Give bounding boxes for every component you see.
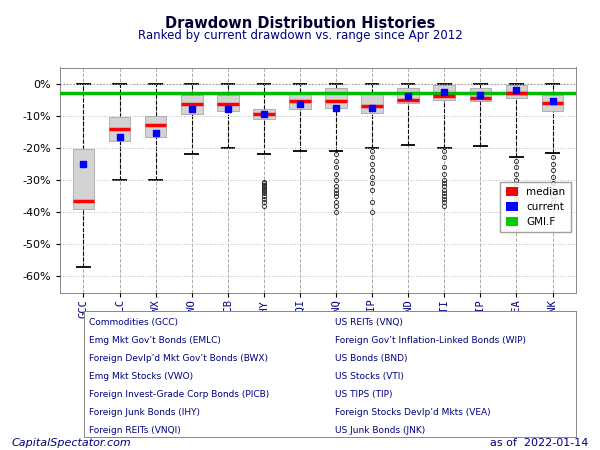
- Text: as of  2022-01-14: as of 2022-01-14: [490, 438, 588, 448]
- Text: Ranked by current drawdown vs. range since Apr 2012: Ranked by current drawdown vs. range sin…: [137, 29, 463, 42]
- Text: Foreign Devlp’d Mkt Gov’t Bonds (BWX): Foreign Devlp’d Mkt Gov’t Bonds (BWX): [89, 354, 268, 363]
- Bar: [361, 93, 383, 112]
- Text: US Bonds (BND): US Bonds (BND): [335, 354, 407, 363]
- Bar: [542, 95, 563, 111]
- Bar: [217, 95, 239, 111]
- Text: CapitalSpectator.com: CapitalSpectator.com: [12, 438, 132, 448]
- Text: Foreign Stocks Devlp’d Mkts (VEA): Foreign Stocks Devlp’d Mkts (VEA): [335, 408, 491, 417]
- Text: Drawdown Distribution Histories: Drawdown Distribution Histories: [165, 16, 435, 31]
- Text: Foreign Invest-Grade Corp Bonds (PICB): Foreign Invest-Grade Corp Bonds (PICB): [89, 390, 269, 399]
- Text: Emg Mkt Stocks (VWO): Emg Mkt Stocks (VWO): [89, 372, 193, 381]
- Text: US Junk Bonds (JNK): US Junk Bonds (JNK): [335, 426, 425, 435]
- Bar: [397, 88, 419, 103]
- Bar: [506, 85, 527, 98]
- Text: Foreign Gov’t Inflation-Linked Bonds (WIP): Foreign Gov’t Inflation-Linked Bonds (WI…: [335, 336, 526, 345]
- Bar: [289, 92, 311, 109]
- Text: Emg Mkt Gov’t Bonds (EMLC): Emg Mkt Gov’t Bonds (EMLC): [89, 336, 221, 345]
- Bar: [109, 117, 130, 141]
- Bar: [73, 149, 94, 209]
- Text: US TIPS (TIP): US TIPS (TIP): [335, 390, 392, 399]
- Text: Foreign REITs (VNQI): Foreign REITs (VNQI): [89, 426, 181, 435]
- Text: Commodities (GCC): Commodities (GCC): [89, 318, 178, 327]
- Bar: [325, 88, 347, 108]
- Text: Foreign Junk Bonds (IHY): Foreign Junk Bonds (IHY): [89, 408, 200, 417]
- Text: US Stocks (VTI): US Stocks (VTI): [335, 372, 404, 381]
- Legend: median, current, GMI.F: median, current, GMI.F: [500, 182, 571, 232]
- Bar: [145, 116, 166, 137]
- Text: US REITs (VNQ): US REITs (VNQ): [335, 318, 403, 327]
- Bar: [470, 88, 491, 101]
- Bar: [253, 109, 275, 119]
- Bar: [181, 95, 203, 114]
- Bar: [433, 85, 455, 99]
